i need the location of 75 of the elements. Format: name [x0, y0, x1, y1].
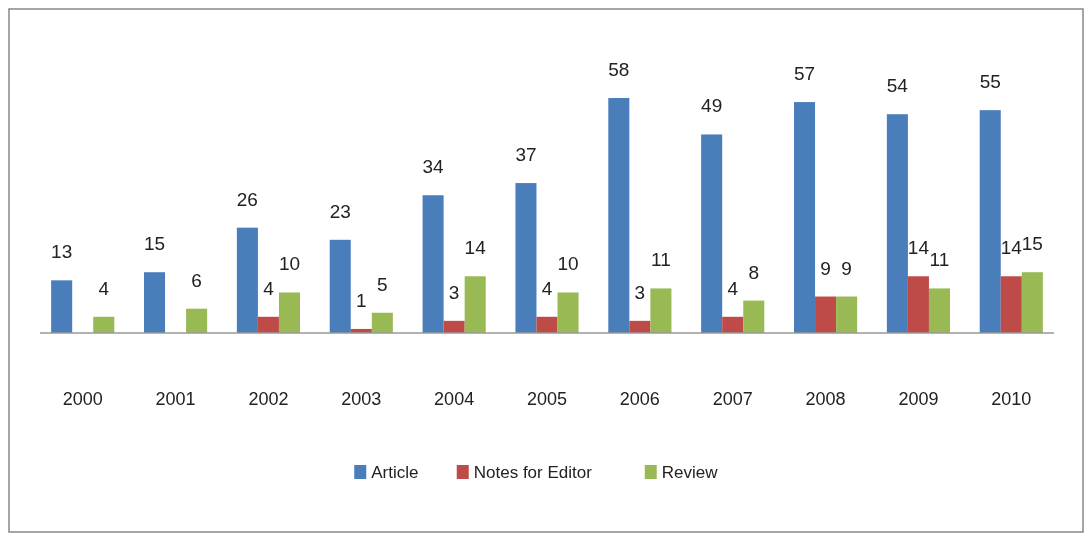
data-label: 57 — [793, 63, 816, 85]
data-label: 9 — [841, 257, 852, 279]
data-label: 34 — [422, 156, 445, 178]
data-label: 58 — [608, 59, 630, 80]
data-label: 13 — [51, 241, 73, 263]
data-label: 54 — [886, 75, 909, 97]
data-label: 6 — [191, 269, 202, 291]
x-tick-label: 2007 — [712, 389, 753, 409]
data-label: 14 — [1000, 237, 1023, 259]
data-label: 4 — [98, 277, 110, 299]
data-label: 9 — [820, 257, 831, 279]
bar — [701, 134, 723, 333]
x-tick-label: 2000 — [62, 389, 103, 409]
data-label: 3 — [448, 281, 460, 303]
x-tick-label: 2004 — [434, 389, 475, 409]
data-label: 3 — [634, 281, 646, 303]
data-label: 11 — [651, 249, 671, 271]
data-label: 11 — [929, 249, 950, 271]
x-tick-label: 2009 — [898, 389, 939, 409]
x-tick-label: 2005 — [526, 389, 568, 409]
data-label: 4 — [727, 277, 739, 299]
x-tick-label: 2008 — [805, 389, 846, 409]
data-label: 5 — [377, 273, 388, 295]
data-label: 1 — [356, 289, 367, 311]
bar — [794, 102, 816, 333]
data-label: 23 — [329, 200, 351, 222]
data-label: 55 — [979, 71, 1001, 93]
bar — [836, 296, 858, 333]
bar — [815, 296, 837, 333]
bar — [93, 316, 115, 333]
bar — [608, 98, 630, 333]
bar — [371, 312, 393, 333]
data-label: 8 — [748, 261, 760, 283]
bar — [144, 272, 166, 333]
data-label: 10 — [278, 253, 301, 275]
bar — [422, 195, 444, 333]
bar — [236, 227, 258, 333]
bar — [979, 110, 1001, 333]
bar — [629, 320, 651, 333]
data-label: 10 — [557, 253, 579, 275]
bar — [928, 288, 950, 333]
data-label: 15 — [143, 233, 166, 255]
x-tick-label: 2001 — [155, 389, 196, 409]
data-label: 49 — [701, 95, 723, 117]
bar — [278, 292, 300, 333]
bar — [186, 308, 208, 333]
data-label: 26 — [236, 188, 258, 210]
bar — [464, 276, 486, 333]
data-label: 14 — [464, 237, 487, 259]
bar — [907, 276, 929, 333]
bar — [1000, 276, 1022, 333]
x-tick-label: 2002 — [248, 389, 289, 409]
bar — [329, 239, 351, 333]
data-label: 4 — [541, 277, 553, 299]
data-label: 4 — [263, 277, 275, 299]
bar — [886, 114, 908, 333]
x-tick-label: 2006 — [619, 389, 660, 409]
bar — [1021, 272, 1043, 333]
bar — [722, 316, 744, 333]
bar — [650, 288, 672, 333]
legend-label: Article — [371, 463, 419, 482]
bar — [443, 320, 465, 333]
data-label: 15 — [1021, 233, 1043, 255]
bar — [51, 280, 73, 333]
bar — [257, 316, 279, 333]
bar — [557, 292, 579, 333]
legend-label: Review — [661, 463, 719, 482]
bar — [515, 183, 537, 333]
bar — [743, 300, 765, 333]
data-label: 14 — [907, 237, 930, 259]
x-tick-label: 2010 — [991, 389, 1032, 409]
x-tick-label: 2003 — [341, 389, 382, 409]
bar — [536, 316, 558, 333]
legend-label: Notes for Editor — [473, 463, 593, 482]
data-label: 37 — [515, 144, 537, 166]
